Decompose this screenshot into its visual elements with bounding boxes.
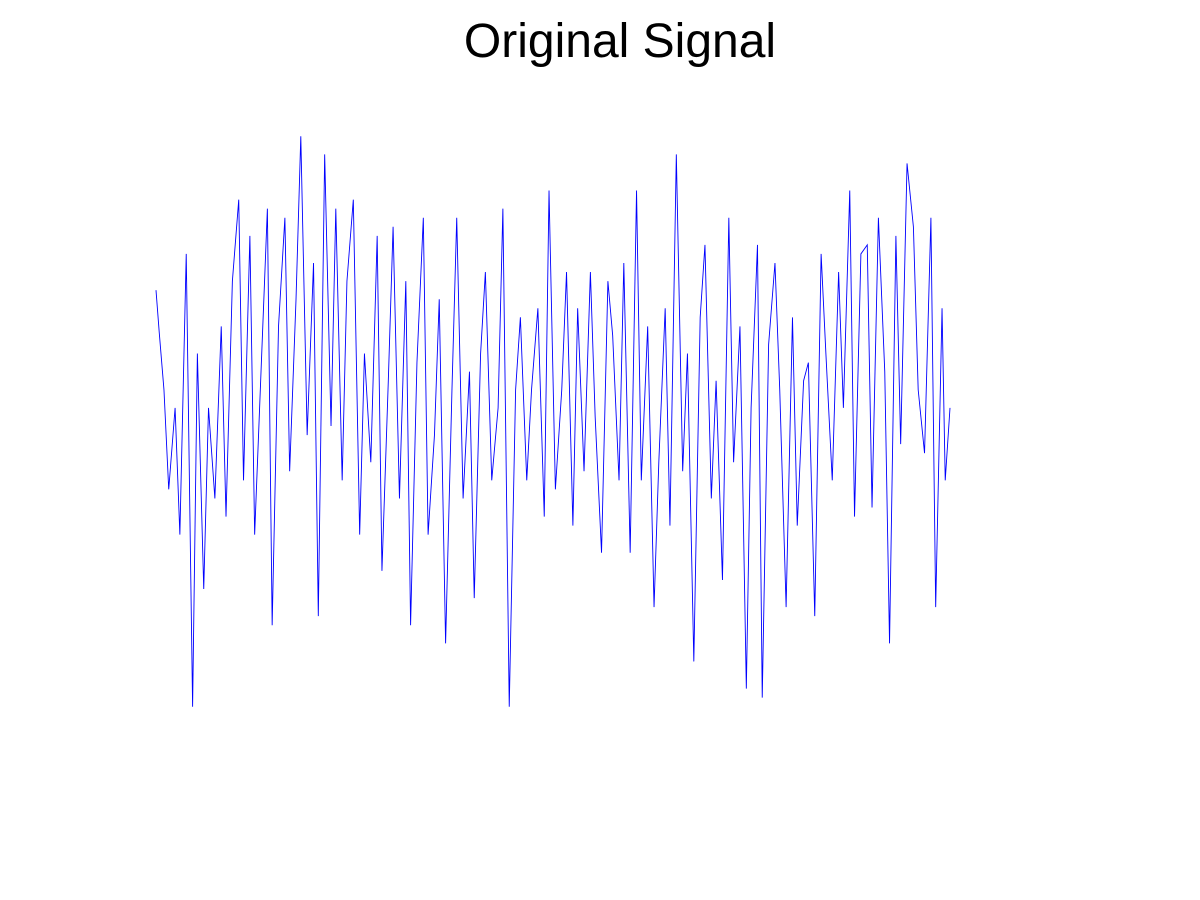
chart-title: Original Signal — [463, 15, 777, 68]
series-layer — [155, 136, 951, 707]
signal-line-1 — [155, 136, 951, 707]
